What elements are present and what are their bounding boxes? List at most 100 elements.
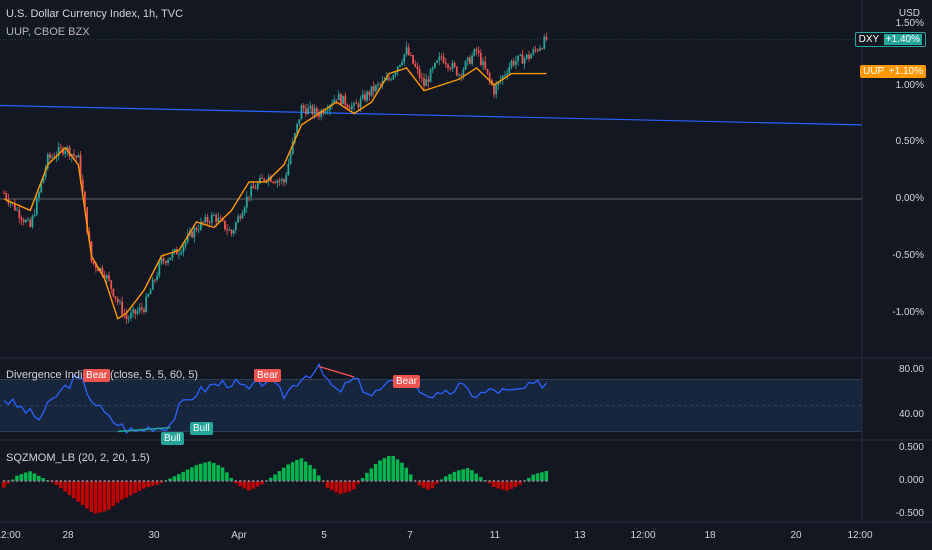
squeeze-dot	[151, 480, 154, 482]
candle-body	[31, 216, 34, 228]
momentum-pane-label[interactable]: SQZMOM_LB (20, 2, 20, 1.5)	[6, 452, 150, 464]
momentum-bar	[72, 481, 76, 499]
squeeze-dot	[138, 480, 141, 482]
candle-body	[315, 107, 318, 114]
momentum-bar	[181, 471, 185, 481]
momentum-bar	[76, 481, 80, 502]
momentum-bar	[212, 462, 216, 481]
squeeze-dot	[59, 480, 62, 482]
candle-body	[77, 155, 80, 158]
candle-body	[224, 220, 226, 230]
candle-body	[359, 98, 362, 108]
momentum-bar	[487, 481, 492, 484]
squeeze-dot	[436, 480, 439, 482]
squeeze-dot	[94, 480, 97, 482]
squeeze-dot	[449, 480, 452, 482]
candle-body	[440, 56, 443, 58]
candle-body	[493, 84, 495, 95]
momentum-bar	[80, 481, 85, 506]
candle-body	[438, 56, 441, 61]
momentum-bar	[531, 474, 535, 481]
candle-body	[409, 55, 412, 56]
bull-signal-badge: Bull	[161, 432, 184, 445]
squeeze-dot	[291, 480, 294, 482]
momentum-bar	[190, 467, 194, 481]
squeeze-dot	[112, 480, 115, 482]
candle-body	[278, 180, 281, 182]
squeeze-dot	[33, 480, 36, 482]
squeeze-dot	[283, 480, 285, 482]
momentum-histogram	[2, 455, 549, 514]
squeeze-dot	[143, 480, 145, 482]
momentum-bar	[286, 464, 290, 481]
compare-symbol-label[interactable]: UUP, CBOE BZX	[6, 26, 90, 38]
candle-body	[86, 207, 89, 232]
candle-body	[353, 103, 355, 106]
x-tick: 11	[489, 530, 501, 541]
candle-body	[335, 99, 338, 101]
squeeze-dot	[278, 480, 281, 482]
squeeze-dot	[199, 480, 202, 482]
y-tick-rsi-0: 80.00	[898, 364, 924, 375]
y-tick-main-4: -0.50%	[892, 250, 924, 261]
candle-body	[208, 222, 211, 223]
squeeze-dot	[361, 480, 364, 482]
momentum-bar	[452, 471, 457, 481]
momentum-bar	[2, 481, 6, 488]
squeeze-dot	[20, 480, 23, 482]
candle-body	[274, 181, 277, 184]
candle-body	[237, 216, 239, 223]
candle-body	[530, 54, 533, 59]
dxy-price-tag: DXY +1.40%	[854, 32, 926, 47]
momentum-bar	[365, 472, 369, 481]
axis-lines	[0, 0, 932, 523]
squeeze-dot	[514, 480, 517, 482]
candle-body	[138, 307, 141, 312]
candle-body	[27, 219, 29, 221]
squeeze-dot	[186, 480, 189, 482]
squeeze-dot	[440, 480, 443, 482]
candle-body	[420, 77, 423, 79]
candle-body	[357, 103, 360, 108]
candle-body	[99, 268, 102, 272]
candle-body	[311, 105, 314, 115]
candle-body	[57, 147, 60, 156]
y-tick-rsi-1: 40.00	[898, 409, 924, 420]
squeeze-dot	[252, 480, 255, 482]
momentum-bar	[177, 474, 181, 481]
candle-body	[276, 180, 279, 184]
squeeze-dot	[383, 480, 386, 482]
candle-body	[285, 175, 288, 183]
candle-body	[304, 108, 307, 115]
candle-body	[108, 275, 110, 281]
squeeze-dot	[261, 480, 264, 482]
momentum-bar	[268, 477, 273, 481]
candle-body	[259, 178, 261, 184]
candle-body	[68, 147, 71, 157]
momentum-bar	[404, 467, 409, 481]
squeeze-dot	[208, 480, 211, 482]
candle-body	[228, 229, 231, 231]
squeeze-dot	[392, 480, 395, 482]
momentum-bar	[233, 481, 238, 484]
squeeze-dot	[528, 480, 530, 482]
squeeze-dot	[226, 480, 229, 482]
candle-body	[38, 192, 40, 198]
candle-body	[482, 61, 484, 65]
candle-body	[149, 289, 152, 295]
squeeze-dot	[427, 480, 430, 482]
momentum-bar	[422, 481, 426, 488]
squeeze-dot	[353, 480, 355, 482]
momentum-bar	[457, 470, 461, 481]
momentum-bar	[229, 477, 234, 481]
momentum-bar	[343, 481, 347, 493]
momentum-bar	[85, 481, 89, 509]
rsi-band-fill	[0, 379, 862, 432]
momentum-bar	[308, 464, 312, 481]
candle-body	[477, 50, 480, 54]
momentum-bar	[382, 458, 387, 481]
trend-line	[0, 104, 863, 126]
momentum-bar	[273, 474, 277, 481]
candle-body	[320, 110, 323, 117]
